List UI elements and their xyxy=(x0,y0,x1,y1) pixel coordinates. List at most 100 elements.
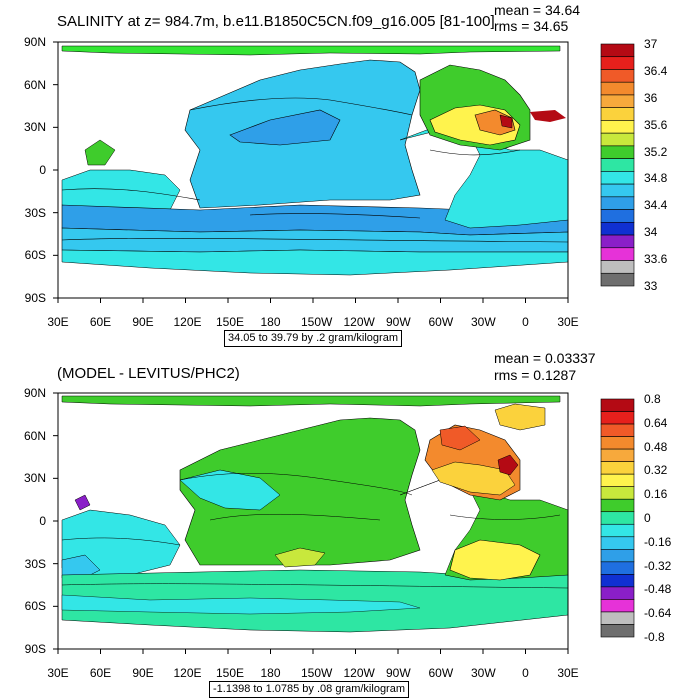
y-tick-label: 90N xyxy=(23,35,46,49)
colorbar-label: 36.4 xyxy=(644,63,668,78)
bottom-south-atlantic-yellow xyxy=(449,539,541,581)
colorbar-swatch xyxy=(600,81,635,96)
top-mediterranean-core xyxy=(499,114,513,129)
x-tick-label: 150E xyxy=(216,666,245,680)
top-mean: mean = 34.64 xyxy=(494,2,581,18)
y-tick-label: 30S xyxy=(24,556,46,571)
colorbar-swatch xyxy=(600,561,635,575)
bottom-arctic-ocean xyxy=(61,395,561,407)
y-tick-label: 30S xyxy=(24,205,46,220)
top-mediterranean-sea xyxy=(530,110,566,122)
y-tick-label: 0 xyxy=(39,514,46,528)
bottom-mediterranean-core xyxy=(497,454,519,476)
colorbar-label: 34.8 xyxy=(644,171,668,186)
top-arctic-ocean xyxy=(61,45,561,56)
x-tick-label: 30W xyxy=(471,666,496,680)
colorbar-label: 0.64 xyxy=(644,415,668,430)
y-tick-label: 90S xyxy=(24,291,46,305)
bottom-contours xyxy=(61,472,569,589)
x-tick-label: 90W xyxy=(386,315,411,329)
bottom-mean: mean = 0.03337 xyxy=(494,350,596,366)
y-tick-label: 60S xyxy=(24,599,46,614)
colorbar-label: 34 xyxy=(644,225,658,240)
colorbar-label: -0.64 xyxy=(644,606,672,621)
y-tick-label: 30N xyxy=(23,471,46,486)
top-contour-info: 34.05 to 39.79 by .2 gram/kilogram xyxy=(224,330,402,348)
colorbar-swatch xyxy=(600,448,635,462)
top-arabian-sea xyxy=(84,139,116,166)
colorbar-swatch xyxy=(600,222,635,236)
colorbar-label: 0.48 xyxy=(644,439,668,454)
top-southern-band-3 xyxy=(61,249,569,276)
colorbar-swatch xyxy=(600,260,635,274)
colorbar-swatch xyxy=(600,94,635,108)
colorbar-label: 34.4 xyxy=(644,198,668,213)
colorbar-swatch xyxy=(600,158,635,172)
x-tick-label: 120E xyxy=(173,315,202,329)
colorbar-swatch xyxy=(600,247,635,261)
top-colorbar xyxy=(600,43,635,287)
colorbar-swatch xyxy=(600,43,635,58)
colorbar-swatch xyxy=(600,511,635,525)
bottom-title: (MODEL - LEVITUS/PHC2) xyxy=(57,365,240,382)
bottom-rms: rms = 0.1287 xyxy=(494,367,577,383)
x-tick-label: 30E xyxy=(557,666,579,680)
x-tick-label: 180 xyxy=(260,315,281,329)
x-tick-label: 0 xyxy=(522,666,529,680)
colorbar-swatch xyxy=(600,209,635,223)
colorbar-swatch xyxy=(600,196,635,210)
y-tick-label: 30N xyxy=(23,120,46,135)
x-tick-label: 30W xyxy=(471,315,496,329)
top-rms: rms = 34.65 xyxy=(494,18,569,34)
colorbar-swatch xyxy=(600,132,635,147)
bottom-map xyxy=(57,392,569,650)
top-pacific-blue-patch xyxy=(229,109,341,146)
colorbar-swatch xyxy=(600,498,635,513)
bottom-pacific-ocean xyxy=(179,417,421,566)
x-tick-label: 120E xyxy=(173,666,202,680)
x-tick-label: 150E xyxy=(216,315,245,329)
bottom-contour-info: -1.1398 to 1.0785 by .08 gram/kilogram xyxy=(209,681,410,699)
colorbar-label: -0.16 xyxy=(644,534,672,549)
y-tick-label: 0 xyxy=(39,163,46,177)
x-tick-label: 120W xyxy=(343,666,375,680)
bottom-labrador-patch xyxy=(439,425,481,451)
colorbar-swatch xyxy=(600,549,635,563)
top-title: SALINITY at z= 984.7m, b.e11.B1850C5CN.f… xyxy=(57,13,495,30)
colorbar-swatch xyxy=(600,183,635,198)
bottom-colorbar xyxy=(600,398,635,638)
x-tick-label: 60W xyxy=(428,315,454,329)
bottom-southern-cyan xyxy=(61,594,421,615)
colorbar-swatch xyxy=(600,234,635,249)
colorbar-swatch xyxy=(600,461,635,475)
colorbar-swatch xyxy=(600,411,635,425)
colorbar-swatch xyxy=(600,398,635,412)
x-tick-label: 150W xyxy=(301,666,333,680)
y-tick-label: 60N xyxy=(23,428,46,443)
x-tick-label: 60W xyxy=(428,666,454,680)
colorbar-swatch xyxy=(600,574,635,588)
bottom-indian-purple-patch xyxy=(74,494,91,511)
x-tick-label: 180 xyxy=(260,666,281,680)
colorbar-label: 0.16 xyxy=(644,487,668,502)
colorbar-label: 36 xyxy=(644,90,658,105)
y-tick-label: 60S xyxy=(24,248,46,263)
colorbar-swatch xyxy=(600,436,635,450)
colorbar-label: 33.6 xyxy=(644,252,668,267)
colorbar-label: 0.8 xyxy=(644,392,661,406)
x-tick-label: 150W xyxy=(301,315,333,329)
colorbar-label: 37 xyxy=(644,37,658,51)
colorbar-label: 0 xyxy=(644,511,651,525)
colorbar-swatch xyxy=(600,523,635,538)
colorbar-swatch xyxy=(600,107,635,121)
y-tick-label: 60N xyxy=(23,77,46,92)
colorbar-swatch xyxy=(600,624,635,638)
colorbar-swatch xyxy=(600,120,635,134)
y-tick-label: 90N xyxy=(23,386,46,400)
colorbar-label: 33 xyxy=(644,279,658,293)
x-tick-label: 30E xyxy=(557,315,579,329)
colorbar-swatch xyxy=(600,586,635,600)
colorbar-label: -0.32 xyxy=(644,558,672,573)
x-tick-label: 90E xyxy=(132,666,154,680)
